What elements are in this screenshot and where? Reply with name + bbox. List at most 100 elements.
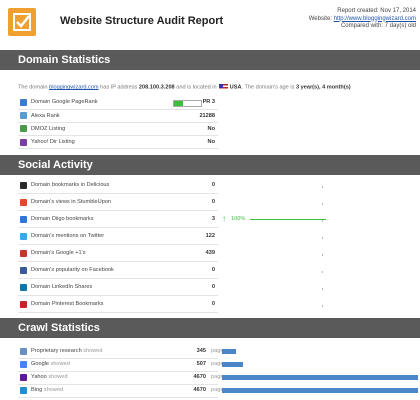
website: Website: http://www.bloggingwizard.com	[309, 16, 416, 24]
icon	[20, 125, 27, 133]
verb: showed	[43, 387, 64, 394]
row-value: 507	[196, 361, 206, 368]
row: Yahoo showed 4670 pages	[18, 371, 226, 385]
row-value: 0	[211, 182, 215, 188]
row-label: Yahoo showed	[31, 374, 68, 380]
country: USA	[229, 84, 242, 91]
row-value: 345	[196, 348, 206, 355]
row-label: DMOZ Listing	[31, 125, 66, 132]
row-value: 4670	[193, 387, 206, 394]
trend-arrow: ↑	[222, 214, 226, 223]
row-label: Domain bookmarks in Delicious	[31, 182, 110, 188]
row-label: Domain Pinterest Bookmarks	[31, 301, 104, 307]
trend-tick	[322, 237, 323, 239]
source: Yahoo	[31, 374, 47, 381]
row: Domain's popularity on Facebook 0	[18, 262, 218, 279]
row-label: Domain's mentions on Twitter	[31, 233, 105, 239]
row: Domain's views in StumbleUpon 0	[18, 194, 218, 211]
trend-tick	[322, 271, 323, 273]
row: Google showed 507 pages	[18, 358, 226, 372]
row-label: Proprietary research showed	[31, 348, 103, 354]
text: has IP address	[100, 84, 138, 91]
age: 3 year(s), 4 month(s)	[295, 84, 351, 91]
website-url[interactable]: http://www.bloggingwizard.com	[333, 15, 416, 22]
unit: pages	[211, 387, 227, 394]
crawl-bar	[222, 349, 237, 354]
crawl-bar	[222, 362, 244, 367]
row: Alexa Rank 21288	[18, 109, 218, 123]
trend-tick	[322, 203, 323, 205]
crawl-bar	[222, 375, 418, 380]
section-title: Social Activity	[18, 159, 93, 171]
logo-icon	[13, 13, 31, 31]
domain-link[interactable]: bloggingwizard.com	[49, 84, 99, 91]
row-label: Bing showed	[31, 387, 63, 393]
row: Yahoo! Dir Listing No	[18, 136, 218, 150]
row-value: 439	[205, 250, 215, 256]
crawl-bar	[222, 388, 418, 393]
source: Proprietary research	[31, 348, 82, 355]
row-value: 0	[211, 267, 215, 273]
icon	[20, 373, 27, 381]
source: Google	[31, 361, 50, 368]
section-header: Crawl Statistics	[0, 318, 420, 338]
report-title: Website Structure Audit Report	[60, 15, 224, 27]
icon	[20, 386, 27, 394]
section-title: Domain Statistics	[18, 54, 111, 66]
row: Bing showed 4670 pages	[18, 384, 226, 398]
row-value: 3	[211, 216, 215, 222]
row: Domain Google PageRank PR 3	[18, 96, 218, 110]
trend-tick	[322, 288, 323, 290]
row: Domain Pinterest Bookmarks 0	[18, 296, 218, 313]
text: The domain	[18, 84, 48, 91]
trend-tick	[322, 220, 323, 222]
icon	[20, 112, 27, 120]
row: Domain's mentions on Twitter 122	[18, 228, 218, 245]
row-label: Domain's Google +1's	[31, 250, 86, 256]
row-value: 21288	[199, 112, 215, 119]
icon	[20, 360, 27, 368]
pagerank-bar	[173, 99, 202, 107]
text: . The domain's age is	[241, 84, 295, 91]
icon	[20, 98, 27, 106]
row-value: 0	[211, 199, 215, 205]
row-label: Domain's popularity on Facebook	[31, 267, 114, 273]
unit: pages	[211, 348, 227, 355]
pagerank-fill	[174, 100, 183, 106]
verb: showed	[83, 348, 103, 355]
row-label: Google showed	[31, 361, 70, 367]
row-label: Domain Diigo bookmarks	[31, 216, 94, 222]
icon	[20, 232, 27, 240]
logo	[8, 8, 36, 36]
unit: pages	[211, 361, 227, 368]
compared-with: Compared with: 7 day(s) old	[340, 23, 416, 29]
row-value: No	[207, 139, 215, 146]
trend-tick	[322, 254, 323, 256]
row-label: Alexa Rank	[31, 112, 60, 119]
row: Domain's Google +1's 439	[18, 245, 218, 262]
row-value: 122	[205, 233, 215, 239]
trend-change: 100%	[231, 216, 246, 222]
icon	[20, 198, 27, 206]
icon	[20, 283, 27, 291]
ip: 208.100.3.208	[138, 84, 175, 91]
report-created: Report created: Nov 17, 2014	[337, 8, 416, 14]
unit: pages	[211, 374, 227, 381]
section-header: Domain Statistics	[0, 50, 420, 70]
icon	[20, 347, 27, 355]
trend-line	[250, 219, 326, 220]
row-label: Domain Google PageRank	[31, 99, 98, 106]
icon	[20, 215, 27, 223]
row-label: Yahoo! Dir Listing	[31, 139, 75, 146]
icon	[20, 266, 27, 274]
verb: showed	[50, 361, 70, 368]
text: and is located in	[176, 84, 217, 91]
row-label: Domain's views in StumbleUpon	[31, 199, 112, 205]
website-label: Website:	[308, 15, 332, 22]
icon	[20, 300, 27, 308]
row-value: 0	[211, 301, 215, 307]
row: DMOZ Listing No	[18, 123, 218, 137]
row: Domain Diigo bookmarks 3	[18, 211, 218, 228]
section-title: Crawl Statistics	[18, 322, 100, 334]
